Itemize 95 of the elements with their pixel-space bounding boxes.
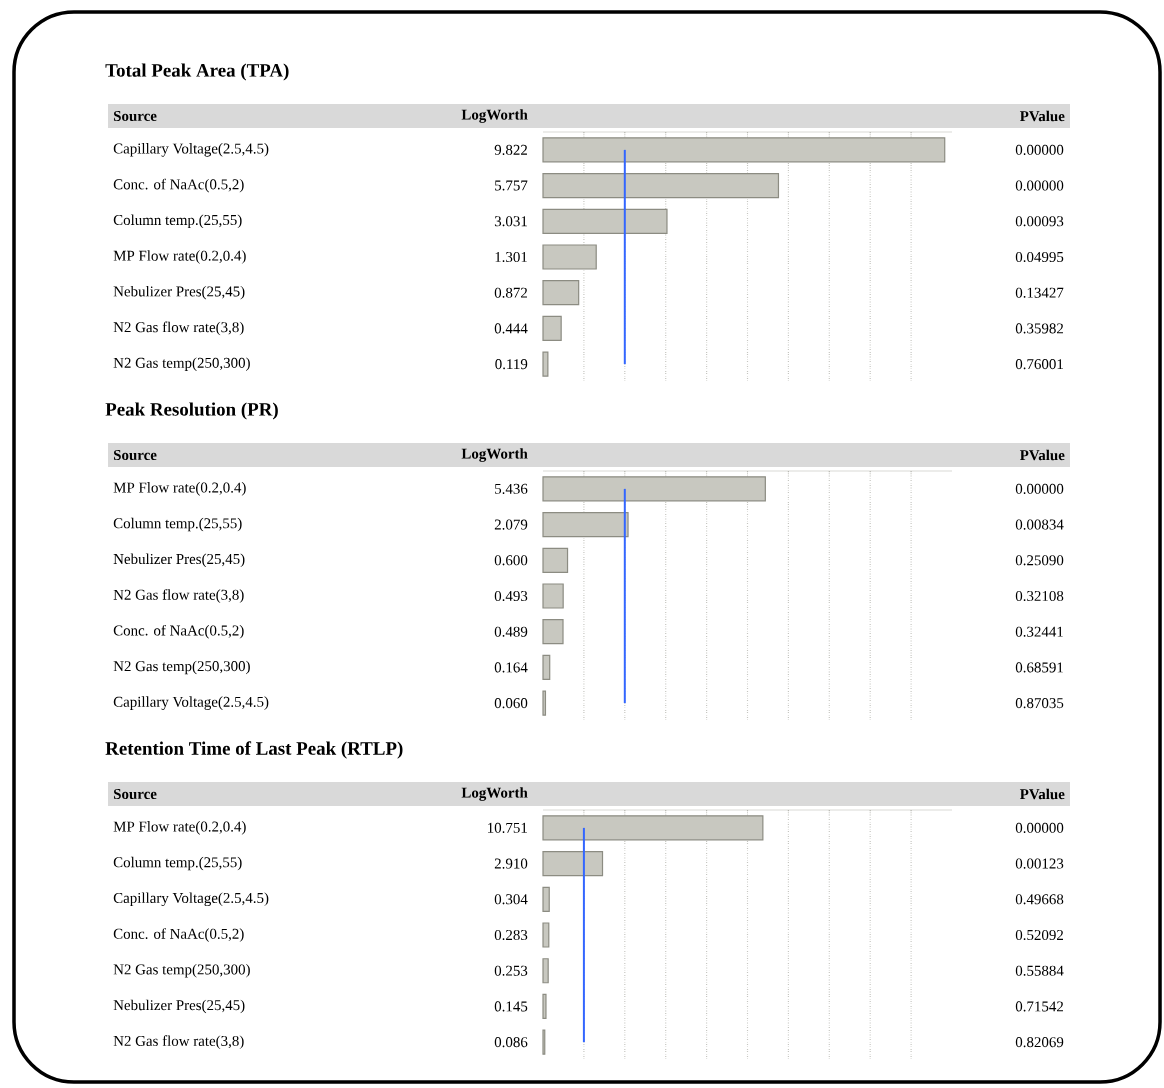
text: 0.00000 (1015, 822, 1064, 833)
text: 0.82069 (1015, 1037, 1064, 1048)
bar (542, 476, 766, 502)
text: 0.87035 (1015, 698, 1064, 709)
y-tick-label: Conc. of NaAc(0.5,2) (113, 624, 244, 639)
y-tick-label: Capillary Voltage(2.5,4.5) (113, 892, 269, 907)
bar (542, 583, 564, 609)
y-tick-label: Conc. of NaAc(0.5,2) (113, 178, 244, 193)
y-tick-label: MP Flow rate(0.2,0.4) (113, 250, 246, 264)
text: 0.25090 (1015, 555, 1064, 566)
y-tick-label: Column temp.(25,55) (113, 517, 242, 532)
data-label: 0.872 (494, 287, 527, 298)
bar (542, 351, 549, 377)
text: 0.04995 (1015, 251, 1064, 263)
y-axis-title: Source (113, 110, 157, 122)
x-axis-title: LogWorth (461, 448, 528, 462)
bar (542, 958, 549, 984)
bar (542, 280, 580, 306)
data-label: 0.493 (494, 590, 528, 602)
data-label: 2.910 (494, 858, 528, 869)
y-axis-title: Source (113, 788, 157, 800)
bar (542, 244, 597, 270)
bar (542, 654, 551, 681)
y-tick-label: Column temp.(25,55) (113, 214, 242, 229)
text: Total Peak Area (TPA) (105, 63, 289, 81)
data-label: 0.304 (494, 894, 528, 905)
text: 0.32108 (1015, 590, 1064, 602)
text: 0.71542 (1015, 1001, 1063, 1012)
y-tick-label: N2 Gas temp(250,300) (113, 357, 250, 371)
bar (542, 137, 946, 163)
data-label: 10.751 (488, 822, 527, 833)
y-tick-label: Nebulizer Pres(25,45) (113, 999, 245, 1014)
data-label: 5.757 (495, 180, 528, 191)
y-tick-label: N2 Gas temp(250,300) (113, 963, 250, 978)
y-tick-label: Column temp.(25,55) (113, 856, 242, 871)
bar (542, 886, 550, 912)
text: 0.00834 (1015, 519, 1064, 530)
text: PValue (1019, 449, 1065, 461)
text: 0.00000 (1015, 144, 1064, 155)
text: 0.68591 (1015, 662, 1063, 673)
bar (542, 619, 564, 645)
y-tick-label: Capillary Voltage(2.5,4.5) (113, 696, 269, 710)
y-tick-label: Capillary Voltage(2.5,4.5) (113, 143, 269, 157)
bar (542, 993, 547, 1020)
bar (542, 922, 550, 948)
data-label: 2.079 (494, 519, 528, 530)
y-tick-label: Conc. of NaAc(0.5,2) (113, 928, 244, 942)
y-axis-title: Source (113, 449, 157, 461)
text: 0.76001 (1015, 359, 1063, 370)
data-label: 3.031 (494, 216, 527, 227)
bar (542, 815, 764, 841)
text: 0.55884 (1015, 965, 1064, 976)
y-tick-label: Nebulizer Pres(25,45) (113, 553, 245, 568)
data-label: 0.060 (494, 698, 528, 709)
data-label: 0.283 (494, 929, 528, 941)
bar (542, 208, 668, 234)
text: 0.00000 (1015, 483, 1064, 494)
y-tick-label: N2 Gas flow rate(3,8) (113, 589, 244, 603)
data-label: 9.822 (494, 144, 527, 155)
text: 0.00123 (1015, 858, 1064, 869)
data-label: 0.164 (494, 662, 528, 673)
text: 0.52092 (1015, 929, 1063, 941)
text: 0.32441 (1015, 626, 1063, 637)
data-label: 0.489 (494, 626, 528, 637)
data-label: 0.119 (495, 359, 528, 370)
bar (542, 511, 629, 538)
text: PValue (1019, 788, 1065, 800)
data-label: 0.600 (494, 555, 528, 566)
text: 0.49668 (1015, 894, 1064, 905)
data-label: 0.444 (494, 323, 528, 334)
text: Retention Time of Last Peak (RTLP) (105, 741, 403, 759)
text: 0.13427 (1015, 287, 1064, 298)
data-label: 5.436 (495, 483, 528, 494)
text: PValue (1019, 110, 1065, 122)
bar (542, 315, 562, 342)
x-axis-title: LogWorth (461, 787, 528, 801)
y-tick-label: MP Flow rate(0.2,0.4) (113, 821, 246, 835)
text: 0.00000 (1015, 180, 1064, 191)
y-tick-label: Nebulizer Pres(25,45) (113, 285, 245, 300)
data-label: 0.145 (494, 1001, 528, 1012)
data-label: 1.301 (495, 251, 527, 263)
data-label: 0.253 (494, 965, 528, 976)
y-tick-label: MP Flow rate(0.2,0.4) (113, 482, 246, 496)
text: 0.35982 (1015, 323, 1063, 334)
bar (542, 850, 604, 877)
x-axis-title: LogWorth (461, 109, 528, 123)
text: Peak Resolution (PR) (105, 402, 278, 420)
y-tick-label: N2 Gas flow rate(3,8) (113, 1035, 244, 1050)
y-tick-label: N2 Gas flow rate(3,8) (113, 321, 244, 336)
bar (542, 172, 780, 199)
bar (542, 547, 569, 573)
y-tick-label: N2 Gas temp(250,300) (113, 660, 250, 675)
bar (542, 690, 547, 716)
data-label: 0.086 (494, 1037, 528, 1048)
text: 0.00093 (1015, 216, 1064, 227)
